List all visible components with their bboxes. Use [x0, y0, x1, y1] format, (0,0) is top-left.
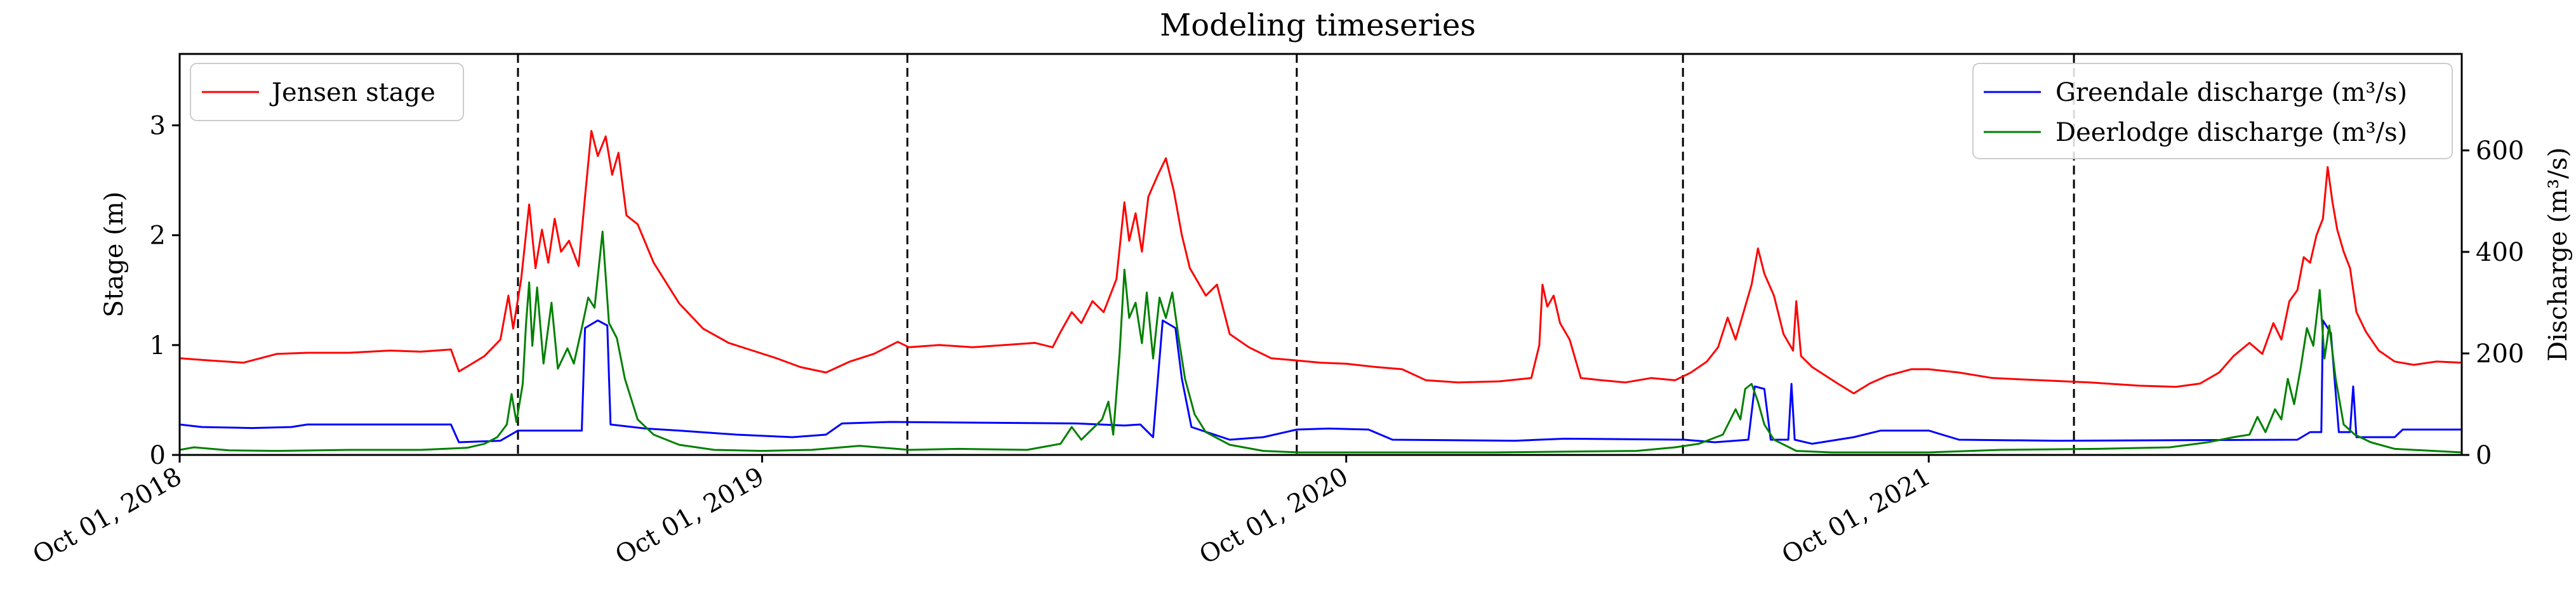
vertical-markers — [517, 54, 2075, 455]
left-tick-label-1: 1 — [150, 331, 166, 360]
left-tick-label-2: 2 — [150, 221, 166, 251]
legend-label-deerlodge-discharge: Deerlodge discharge (m³/s) — [2055, 118, 2407, 147]
left-tick-label-3: 3 — [150, 112, 166, 141]
series-line-greendale-discharge-m-s — [179, 319, 2462, 445]
chart-title: Modeling timeseries — [1160, 8, 1476, 43]
plot-frame — [178, 53, 2463, 456]
legend-label-greendale-discharge: Greendale discharge (m³/s) — [2055, 78, 2407, 107]
legend-label-jensen-stage: Jensen stage — [269, 78, 435, 107]
left-y-axis: 0 1 2 3 — [150, 112, 180, 470]
series-lines — [179, 129, 2462, 454]
series-line-deerlodge-discharge-m-s — [179, 230, 2462, 454]
left-tick-label-0: 0 — [150, 441, 166, 470]
right-tick-label-3: 600 — [2476, 136, 2524, 166]
legend-left-box — [190, 63, 464, 121]
right-y-axis-label: Discharge (m³/s) — [2544, 147, 2573, 362]
series-line-jensen-stage — [179, 129, 2462, 395]
left-y-axis-label: Stage (m) — [100, 192, 129, 317]
legend-right-box — [1972, 63, 2453, 159]
legend-left: Jensen stage — [190, 63, 464, 121]
right-tick-label-0: 0 — [2476, 441, 2492, 470]
right-tick-label-2: 400 — [2476, 238, 2524, 267]
right-y-axis: 0 200 400 600 — [2462, 136, 2524, 470]
right-tick-label-1: 200 — [2476, 339, 2524, 369]
legend-right: Greendale discharge (m³/s) Deerlodge dis… — [1972, 63, 2453, 159]
